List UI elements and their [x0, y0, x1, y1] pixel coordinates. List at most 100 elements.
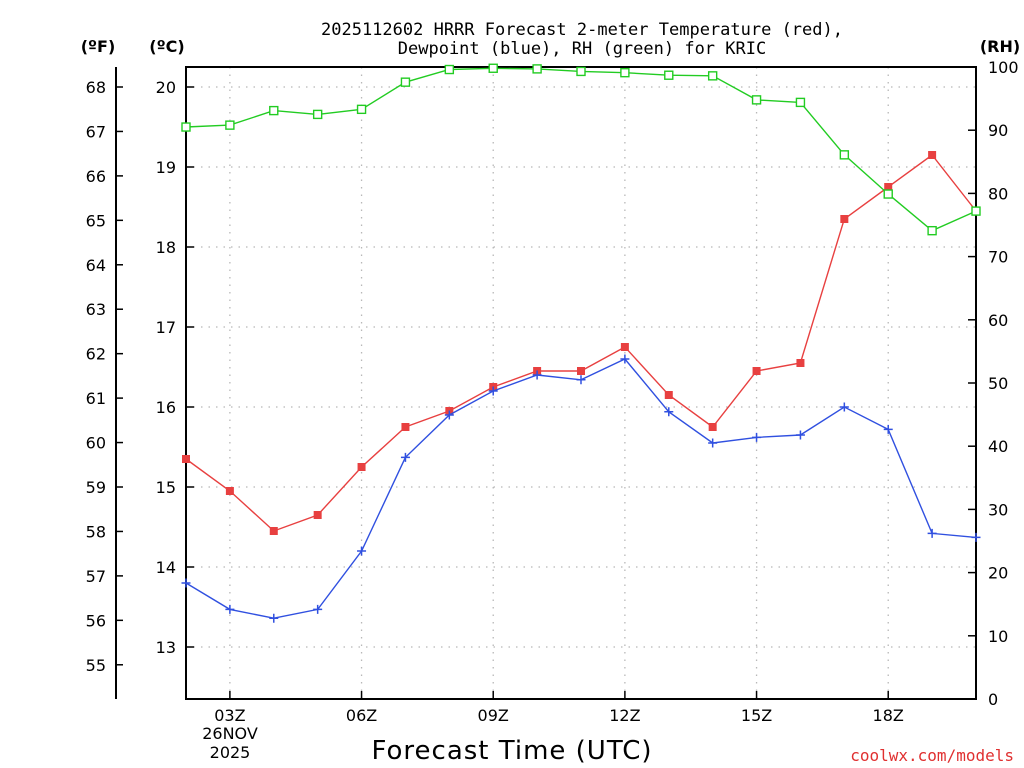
dewpoint-point: [444, 410, 454, 420]
rh-tick-label: 60: [988, 311, 1008, 330]
rh-unit-label: (RH): [980, 37, 1020, 56]
rh-tick-label: 70: [988, 248, 1008, 267]
2-meter-temperature-point: [752, 367, 761, 375]
celsius-tick-label: 16: [156, 398, 176, 417]
x-tick-label: 09Z: [478, 706, 509, 725]
2-meter-temperature-line: [185, 154, 977, 532]
dewpoint-point: [752, 432, 762, 442]
dewpoint-point: [971, 532, 981, 542]
rh-point: [356, 104, 367, 115]
rh-point: [620, 67, 630, 78]
x-axis-title: Forecast Time (UTC): [371, 736, 652, 766]
rh-point: [269, 105, 279, 116]
rh-tick-label: 40: [988, 437, 1008, 456]
rh-point: [181, 122, 191, 132]
dewpoint-point: [708, 438, 718, 448]
fahrenheit-tick-label: 64: [86, 256, 106, 275]
celsius-tick-label: 17: [156, 318, 176, 337]
2-meter-temperature-point: [840, 215, 849, 223]
axes: 13 14 15 16 17 18 19 20 55 56 57 58 59 60 61 62 63 64 65 66…: [86, 58, 1019, 725]
dewpoint-point: [313, 604, 323, 614]
rh-point: [312, 109, 323, 120]
dewpoint-point: [181, 578, 191, 588]
rh-line: [185, 67, 977, 232]
rh-point: [664, 70, 674, 80]
date-label-day: 26NOV: [202, 724, 258, 743]
dewpoint-point: [357, 546, 367, 556]
x-tick-label: 18Z: [873, 706, 904, 725]
2-meter-temperature-point: [928, 151, 937, 159]
chart-title-line-1: 2025112602 HRRR Forecast 2-meter Tempera…: [321, 20, 843, 40]
rh-point: [927, 225, 937, 236]
2-meter-temperature-series: [182, 151, 980, 535]
2-meter-temperature-point: [796, 359, 805, 367]
dewpoint-point: [883, 424, 893, 434]
2-meter-temperature-point: [182, 455, 190, 463]
rh-tick-label: 90: [988, 121, 1008, 140]
celsius-tick-label: 20: [156, 78, 176, 97]
fahrenheit-tick-label: 56: [86, 611, 106, 630]
rh-point: [488, 63, 498, 73]
rh-point: [839, 150, 850, 160]
celsius-tick-label: 18: [156, 238, 176, 257]
data-series: [181, 63, 981, 623]
x-tick-label: 12Z: [609, 706, 640, 725]
celsius-tick-label: 15: [156, 478, 176, 497]
2-meter-temperature-point: [401, 423, 410, 431]
rh-point: [532, 64, 542, 74]
dewpoint-series: [181, 354, 981, 623]
dewpoint-point: [269, 613, 279, 623]
rh-point: [795, 97, 806, 108]
rh-point: [707, 71, 718, 81]
fahrenheit-tick-label: 61: [86, 389, 106, 408]
2-meter-temperature-point: [708, 423, 717, 431]
dewpoint-point: [488, 386, 498, 396]
2-meter-temperature-point: [620, 343, 629, 351]
2-meter-temperature-point: [884, 183, 893, 191]
fahrenheit-tick-label: 55: [86, 656, 106, 675]
chart-title-line-2: Dewpoint (blue), RH (green) for KRIC: [398, 39, 766, 59]
x-tick-label: 06Z: [346, 706, 377, 725]
dewpoint-point: [532, 370, 542, 380]
rh-tick-label: 50: [988, 374, 1008, 393]
fahrenheit-tick-label: 58: [86, 522, 106, 541]
2-meter-temperature-point: [313, 511, 322, 519]
dewpoint-point: [927, 528, 937, 538]
dewpoint-line: [185, 358, 977, 619]
rh-point: [971, 206, 981, 216]
dewpoint-point: [664, 407, 674, 417]
dewpoint-point: [576, 375, 586, 385]
fahrenheit-unit-label: (ºF): [81, 37, 116, 56]
rh-tick-label: 80: [988, 184, 1008, 203]
fahrenheit-tick-label: 68: [86, 78, 106, 97]
fahrenheit-tick-label: 60: [86, 434, 106, 453]
celsius-tick-label: 13: [156, 638, 176, 657]
celsius-unit-label: (ºC): [149, 37, 184, 56]
fahrenheit-tick-label: 57: [86, 567, 106, 586]
2-meter-temperature-point: [664, 391, 673, 399]
fahrenheit-tick-label: 62: [86, 345, 106, 364]
2-meter-temperature-point: [269, 527, 278, 535]
dewpoint-point: [400, 452, 410, 462]
x-tick-label: 15Z: [741, 706, 772, 725]
dewpoint-point: [620, 354, 630, 364]
rh-point: [883, 189, 893, 199]
celsius-tick-label: 19: [156, 158, 176, 177]
fahrenheit-tick-label: 66: [86, 167, 106, 186]
source-credit: coolwx.com/models: [850, 746, 1014, 765]
rh-point: [400, 77, 411, 87]
date-label-year: 2025: [210, 743, 251, 762]
dewpoint-point: [225, 604, 235, 614]
rh-tick-label: 100: [988, 58, 1019, 77]
2-meter-temperature-point: [577, 367, 585, 375]
dewpoint-point: [795, 430, 805, 440]
x-tick-label: 03Z: [214, 706, 245, 725]
rh-tick-label: 10: [988, 627, 1008, 646]
fahrenheit-tick-label: 67: [86, 122, 106, 141]
fahrenheit-tick-label: 59: [86, 478, 106, 497]
rh-point: [444, 64, 455, 75]
fahrenheit-tick-label: 65: [86, 211, 106, 230]
fahrenheit-tick-label: 63: [86, 300, 106, 319]
dewpoint-point: [839, 402, 849, 412]
